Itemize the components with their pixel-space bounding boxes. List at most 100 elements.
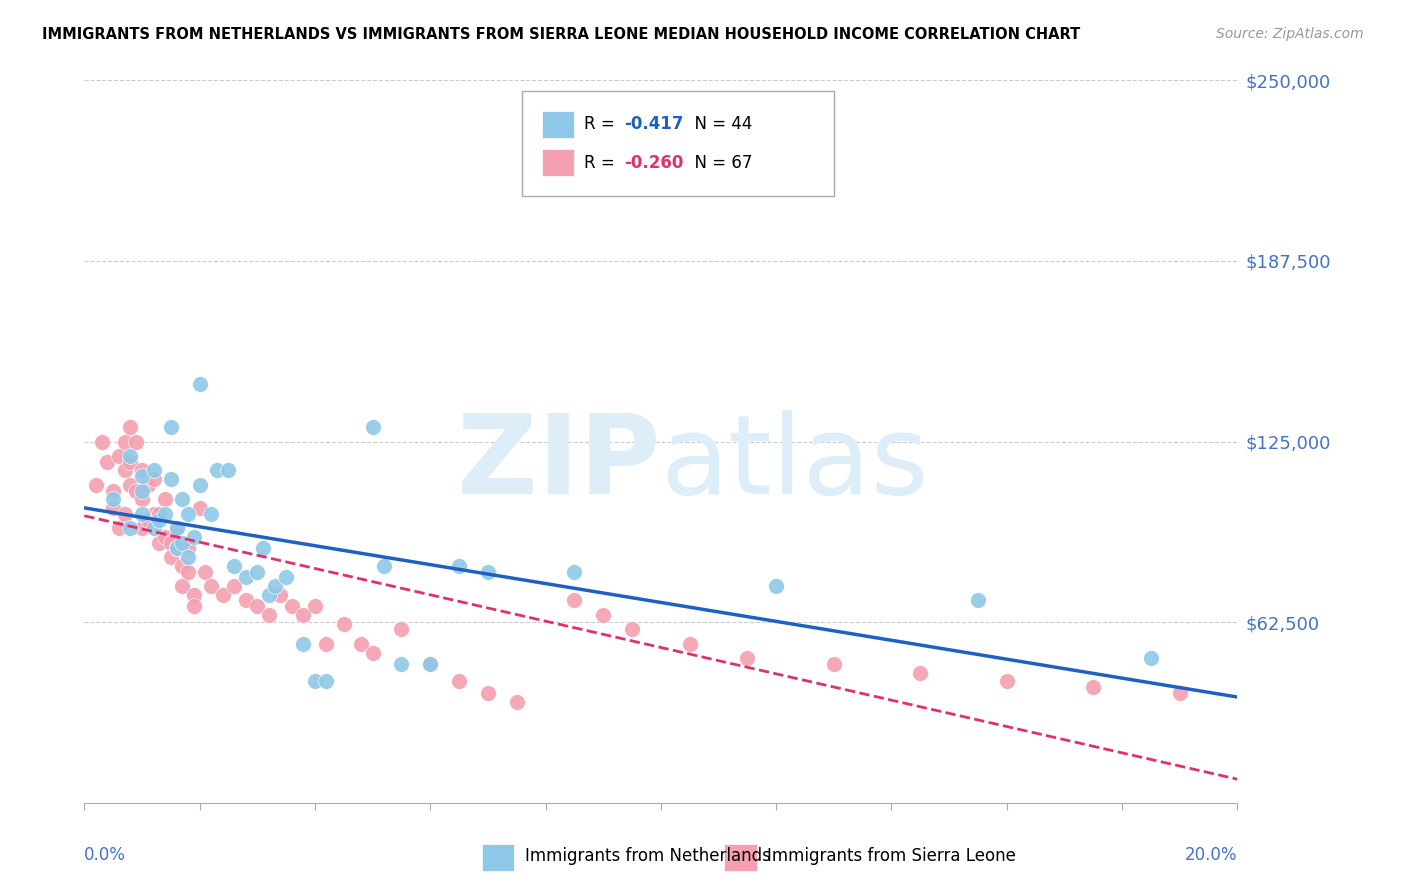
Point — [172, 492, 194, 507]
Point — [183, 530, 205, 544]
Point — [153, 492, 176, 507]
Point — [177, 565, 200, 579]
Point — [103, 501, 124, 516]
FancyBboxPatch shape — [543, 149, 575, 177]
Point — [391, 657, 413, 671]
Point — [142, 507, 165, 521]
Point — [211, 588, 233, 602]
Point — [136, 512, 159, 526]
Point — [114, 463, 136, 477]
Text: Immigrants from Netherlands: Immigrants from Netherlands — [524, 847, 770, 865]
Point — [292, 607, 315, 622]
Point — [166, 521, 188, 535]
Point — [235, 570, 257, 584]
Point — [125, 434, 148, 449]
Point — [1140, 651, 1163, 665]
Point — [252, 541, 274, 556]
Point — [142, 521, 165, 535]
Point — [592, 607, 614, 622]
Point — [449, 558, 471, 573]
Text: -0.260: -0.260 — [624, 153, 683, 171]
Point — [166, 521, 188, 535]
Point — [361, 420, 384, 434]
Point — [131, 521, 153, 535]
Point — [148, 512, 170, 526]
Point — [506, 695, 529, 709]
Point — [160, 550, 183, 565]
Point — [120, 521, 142, 535]
Point — [194, 565, 217, 579]
Point — [246, 565, 269, 579]
Point — [281, 599, 304, 614]
Point — [148, 507, 170, 521]
FancyBboxPatch shape — [523, 91, 834, 196]
Point — [172, 579, 194, 593]
FancyBboxPatch shape — [724, 844, 756, 871]
Point — [114, 507, 136, 521]
Point — [108, 449, 131, 463]
Point — [166, 541, 188, 556]
Point — [967, 593, 990, 607]
Point — [737, 651, 759, 665]
Point — [120, 420, 142, 434]
Point — [131, 492, 153, 507]
Point — [177, 541, 200, 556]
FancyBboxPatch shape — [482, 844, 515, 871]
Point — [276, 570, 298, 584]
Point — [131, 483, 153, 498]
Point — [136, 478, 159, 492]
Point — [224, 579, 246, 593]
Point — [131, 507, 153, 521]
Point — [108, 521, 131, 535]
Point — [910, 665, 932, 680]
Point — [621, 623, 644, 637]
Point — [333, 616, 356, 631]
Point — [224, 558, 246, 573]
Point — [823, 657, 845, 671]
Point — [257, 607, 280, 622]
Point — [477, 686, 499, 700]
Point — [1168, 686, 1191, 700]
Point — [103, 492, 124, 507]
Point — [183, 599, 205, 614]
Point — [304, 599, 326, 614]
Point — [188, 376, 211, 391]
Point — [188, 478, 211, 492]
Point — [148, 535, 170, 549]
Point — [477, 565, 499, 579]
Point — [103, 483, 124, 498]
Text: IMMIGRANTS FROM NETHERLANDS VS IMMIGRANTS FROM SIERRA LEONE MEDIAN HOUSEHOLD INC: IMMIGRANTS FROM NETHERLANDS VS IMMIGRANT… — [42, 27, 1080, 42]
Point — [269, 588, 291, 602]
Point — [218, 463, 240, 477]
Point — [257, 588, 280, 602]
Point — [373, 558, 395, 573]
Text: -0.417: -0.417 — [624, 115, 683, 133]
Point — [114, 434, 136, 449]
Point — [235, 593, 257, 607]
Text: 20.0%: 20.0% — [1185, 847, 1237, 864]
Point — [131, 469, 153, 483]
Point — [419, 657, 441, 671]
Point — [564, 565, 586, 579]
Point — [96, 455, 118, 469]
Point — [188, 501, 211, 516]
Point — [995, 674, 1018, 689]
Text: atlas: atlas — [661, 409, 929, 516]
Point — [160, 535, 183, 549]
Point — [200, 507, 222, 521]
Point — [120, 449, 142, 463]
Text: R =: R = — [583, 115, 620, 133]
Point — [449, 674, 471, 689]
Point — [1083, 680, 1105, 694]
Point — [292, 637, 315, 651]
Point — [172, 558, 194, 573]
FancyBboxPatch shape — [543, 111, 575, 138]
Point — [765, 579, 787, 593]
Point — [177, 550, 200, 565]
Point — [160, 472, 183, 486]
Text: ZIP: ZIP — [457, 409, 661, 516]
Point — [90, 434, 112, 449]
Text: 0.0%: 0.0% — [84, 847, 127, 864]
Point — [160, 420, 183, 434]
Point — [142, 463, 165, 477]
